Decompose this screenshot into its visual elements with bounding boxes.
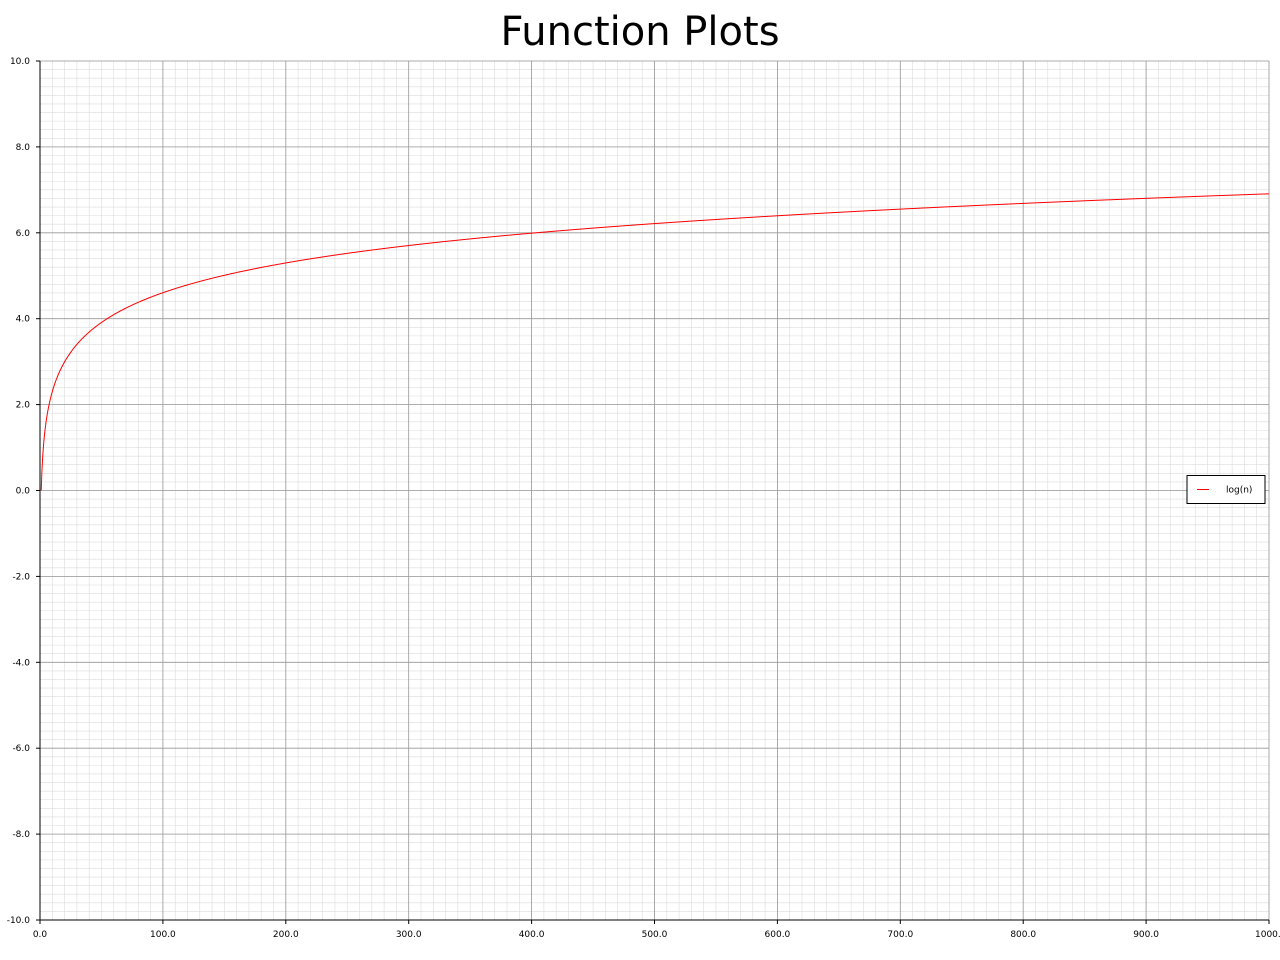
y-tick-label: -10.0 (7, 916, 31, 926)
chart-title: Function Plots (500, 9, 780, 55)
x-tick-labels: 0.0 100.0 200.0 300.0 400.0 500.0 600.0 700.0 80… (33, 930, 1280, 940)
x-tick-label: 500.0 (642, 930, 668, 940)
y-tick-labels: 10.0 8.0 6.0 4.0 2.0 0.0 -2.0 -4.0 -6.0 -8.0 -10.0 (7, 57, 31, 926)
axes (36, 60, 1270, 924)
y-tick-label: 2.0 (16, 401, 31, 411)
y-tick-label: 8.0 (16, 143, 31, 153)
y-tick-label: 6.0 (16, 229, 31, 239)
x-tick-label: 300.0 (396, 930, 422, 940)
x-tick-label: 600.0 (765, 930, 791, 940)
y-tick-label: 4.0 (16, 315, 31, 325)
x-tick-label: 1000. (1255, 930, 1280, 940)
y-tick-label: -2.0 (12, 572, 30, 582)
series-line-log (40, 193, 1270, 491)
x-tick-label: 200.0 (273, 930, 299, 940)
x-tick-label: 700.0 (887, 930, 913, 940)
y-tick-label: -6.0 (12, 744, 30, 754)
y-tick-label: 0.0 (16, 487, 31, 497)
y-tick-label: -8.0 (12, 830, 30, 840)
y-tick-label: 10.0 (10, 57, 30, 67)
legend-box (1186, 475, 1266, 504)
legend: log(n) (1186, 475, 1266, 504)
series-lines (40, 193, 1270, 491)
x-tick-label: 400.0 (519, 930, 545, 940)
y-tick-label: -4.0 (12, 658, 30, 668)
legend-label: log(n) (1226, 486, 1252, 496)
x-tick-label: 0.0 (33, 930, 48, 940)
x-tick-label: 100.0 (150, 930, 176, 940)
x-tick-label: 900.0 (1133, 930, 1159, 940)
x-tick-label: 800.0 (1010, 930, 1036, 940)
